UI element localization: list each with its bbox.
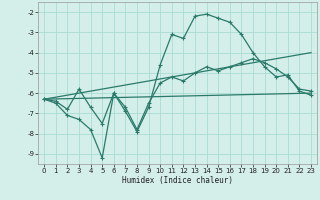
X-axis label: Humidex (Indice chaleur): Humidex (Indice chaleur): [122, 176, 233, 185]
